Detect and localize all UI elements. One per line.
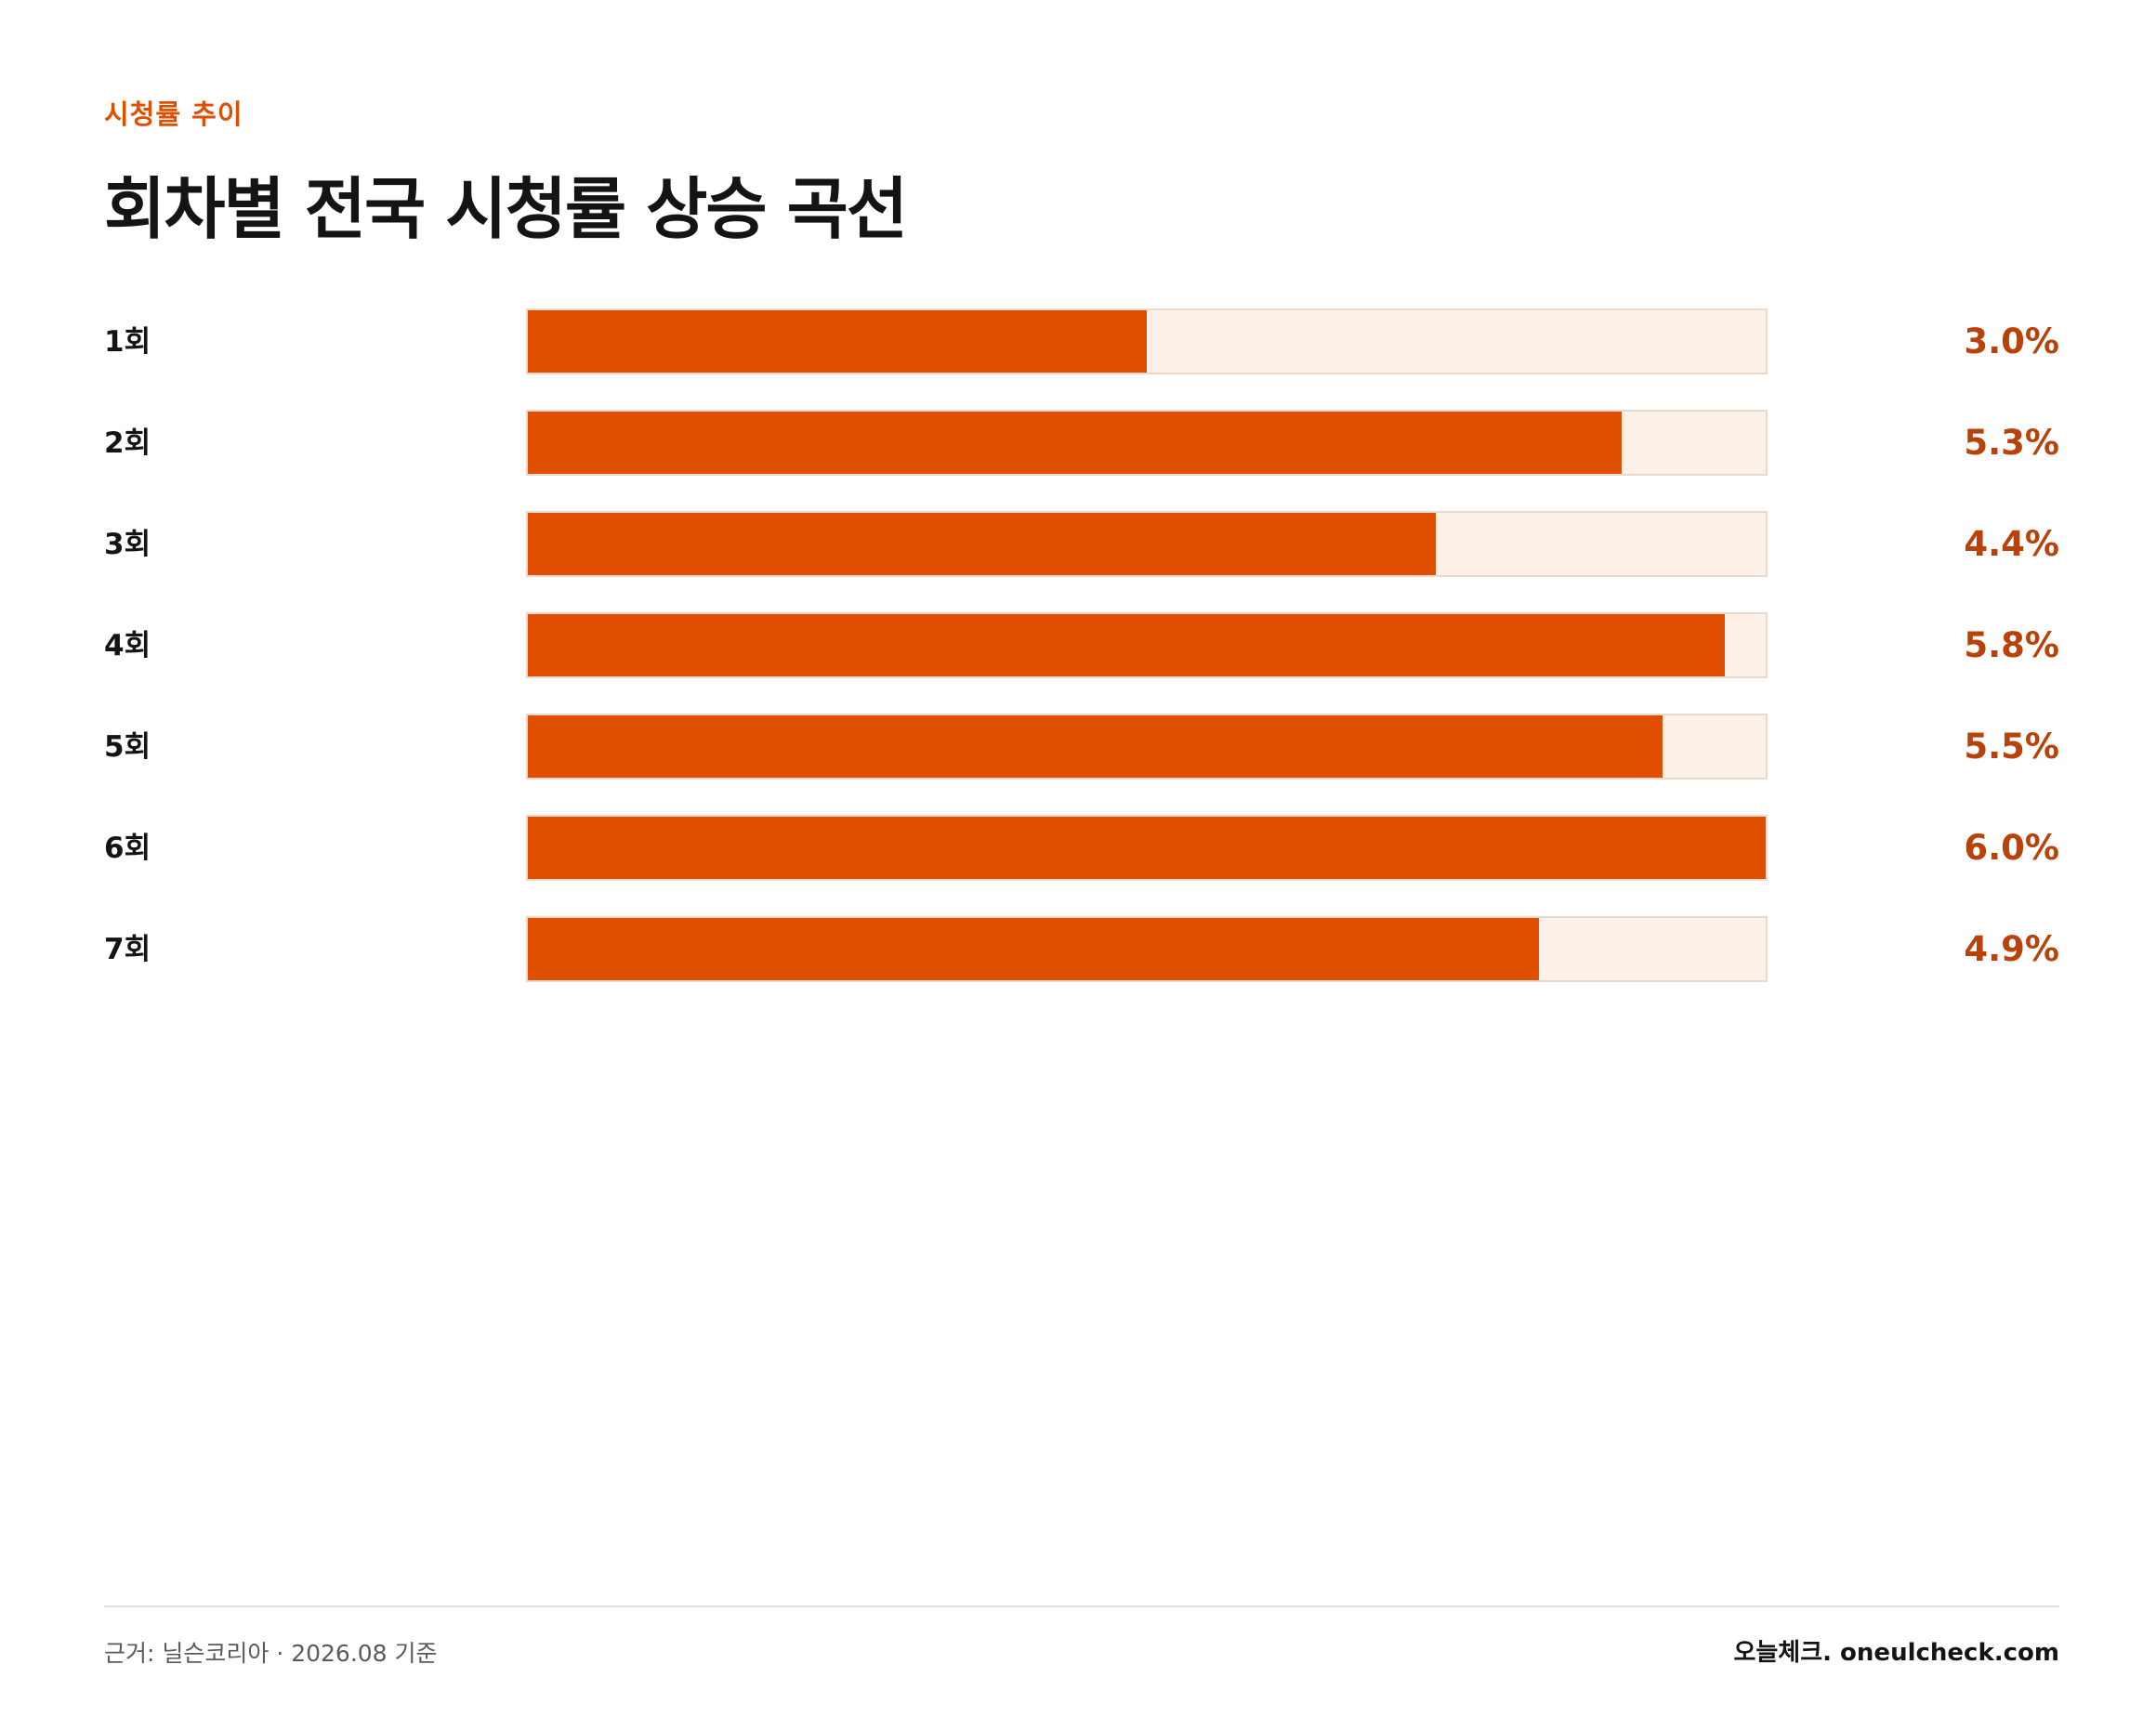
footer-divider <box>104 1605 2059 1607</box>
bar-row: 2회 5.3% <box>104 408 2059 478</box>
bar-track <box>526 308 1768 374</box>
brand-logo-text: 오늘체크. oneulcheck.com <box>1733 1639 2059 1667</box>
category-label: 2회 <box>104 426 151 460</box>
value-label: 6.0% <box>1964 828 2059 868</box>
bar-fill <box>528 715 1663 778</box>
bar-row: 4회 5.8% <box>104 610 2059 681</box>
value-label: 4.9% <box>1964 929 2059 969</box>
bar-track <box>526 916 1768 982</box>
category-label: 5회 <box>104 730 151 764</box>
bar-fill <box>528 614 1725 676</box>
bar-track <box>526 714 1768 780</box>
category-label: 4회 <box>104 629 151 662</box>
category-label: 3회 <box>104 528 151 561</box>
bar-track <box>526 815 1768 881</box>
bar-row: 6회 6.0% <box>104 813 2059 884</box>
bar-fill <box>528 918 1539 980</box>
value-label: 5.3% <box>1964 423 2059 463</box>
chart-title: 회차별 전국 시청률 상승 곡선 <box>104 170 908 248</box>
bar-row: 3회 4.4% <box>104 509 2059 580</box>
source-note: 근거: 닐슨코리아 · 2026.08 기준 <box>104 1640 438 1667</box>
bar-row: 1회 3.0% <box>104 307 2059 377</box>
bar-track <box>526 511 1768 577</box>
category-label: 7회 <box>104 933 151 966</box>
bar-track <box>526 612 1768 678</box>
bar-fill <box>528 817 1766 879</box>
value-label: 5.5% <box>1964 727 2059 767</box>
bar-fill <box>528 412 1622 474</box>
value-label: 4.4% <box>1964 524 2059 564</box>
category-label: 6회 <box>104 832 151 865</box>
chart-eyebrow: 시청률 추이 <box>104 98 243 130</box>
bar-fill <box>528 513 1436 575</box>
bar-fill <box>528 310 1147 373</box>
bar-track <box>526 410 1768 476</box>
value-label: 3.0% <box>1964 321 2059 361</box>
bar-row: 5회 5.5% <box>104 712 2059 782</box>
bar-row: 7회 4.9% <box>104 914 2059 985</box>
category-label: 1회 <box>104 325 151 359</box>
value-label: 5.8% <box>1964 625 2059 665</box>
